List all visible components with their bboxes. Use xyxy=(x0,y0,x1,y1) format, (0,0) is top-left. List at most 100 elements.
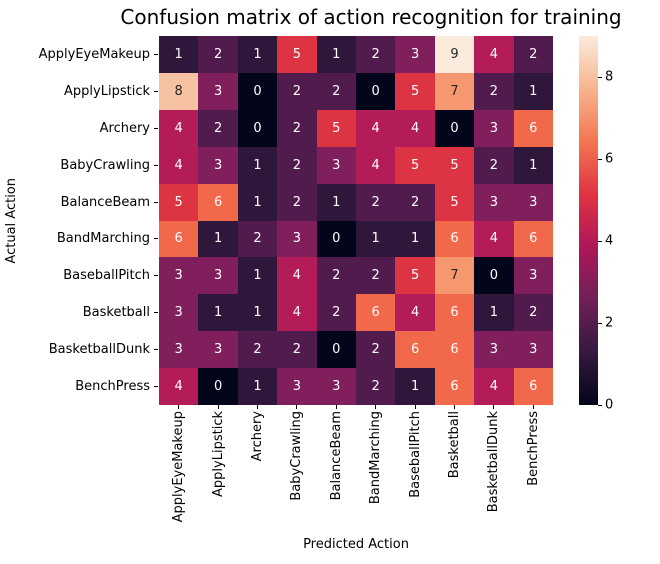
heatmap-cell: 2 xyxy=(237,331,278,369)
heatmap-cell: 2 xyxy=(356,331,396,369)
heatmap-cell: 3 xyxy=(198,331,238,369)
x-tick-label-slot: ApplyLipstick xyxy=(198,411,237,523)
heatmap-cell: 2 xyxy=(316,257,356,295)
heatmap-cell: 2 xyxy=(277,331,317,369)
heatmap-cell: 0 xyxy=(237,109,278,147)
x-tick-mark-line xyxy=(296,405,298,409)
heatmap-cell: 2 xyxy=(237,220,278,258)
heatmap-cell: 5 xyxy=(395,146,435,184)
heatmap-cell: 4 xyxy=(395,294,435,332)
heatmap-cell: 4 xyxy=(395,109,435,147)
heatmap-cell: 2 xyxy=(356,257,396,295)
heatmap-cell: 5 xyxy=(159,183,199,221)
heatmap-cell: 3 xyxy=(513,257,553,295)
heatmap-cell: 1 xyxy=(237,146,278,184)
heatmap-cell: 9 xyxy=(434,36,475,73)
x-tick-label-slot: BenchPress xyxy=(514,411,553,523)
heatmap-cell: 2 xyxy=(474,146,514,184)
heatmap-cell: 2 xyxy=(316,294,356,332)
y-tick-mark-line xyxy=(154,275,158,277)
y-tick-mark-line xyxy=(154,238,158,240)
x-tick-mark xyxy=(159,405,198,409)
y-tick-mark-line xyxy=(154,164,158,166)
colorbar-tick-label: 0 xyxy=(605,397,614,413)
heatmap-cell: 4 xyxy=(277,294,317,332)
colorbar-tick-mark xyxy=(598,240,602,242)
x-tick-mark xyxy=(435,405,474,409)
x-tick-mark-line xyxy=(257,405,259,409)
heatmap-cell: 3 xyxy=(159,331,199,369)
heatmap-cell: 0 xyxy=(198,368,238,405)
y-tick-label: BalanceBeam xyxy=(60,194,150,210)
y-tick-mark xyxy=(154,294,158,331)
heatmap-cell: 4 xyxy=(356,109,396,147)
heatmap-cell: 4 xyxy=(159,368,199,405)
colorbar-tick-label: 6 xyxy=(605,151,614,167)
x-tick-mark xyxy=(317,405,356,409)
y-tick-mark-line xyxy=(154,349,158,351)
x-tick-mark-line xyxy=(375,405,377,409)
heatmap-cell: 5 xyxy=(434,183,475,221)
x-tick-label-slot: Archery xyxy=(238,411,277,523)
x-tick-mark-line xyxy=(454,405,456,409)
y-tick-label: BabyCrawling xyxy=(60,157,150,173)
x-tick-mark-line xyxy=(217,405,219,409)
heatmap-cell: 4 xyxy=(159,109,199,147)
heatmap-cell: 0 xyxy=(474,257,514,295)
heatmap-cell: 1 xyxy=(159,36,199,73)
heatmap-cell: 1 xyxy=(237,183,278,221)
heatmap-cell: 2 xyxy=(198,109,238,147)
x-tick-mark-line xyxy=(532,405,534,409)
y-tick-mark-line xyxy=(154,90,158,92)
y-tick-mark-line xyxy=(154,312,158,314)
heatmap-cell: 1 xyxy=(316,183,356,221)
x-tick-mark-line xyxy=(178,405,180,409)
heatmap-cell: 1 xyxy=(395,368,435,405)
heatmap-cell: 1 xyxy=(237,36,278,73)
heatmap-cell: 2 xyxy=(474,72,514,110)
heatmap-cell: 1 xyxy=(237,294,278,332)
heatmap-cell: 4 xyxy=(277,257,317,295)
x-tick-marks xyxy=(159,405,553,409)
heatmap-cell: 3 xyxy=(513,331,553,369)
heatmap-cell: 8 xyxy=(159,72,199,110)
heatmap-cell: 1 xyxy=(198,220,238,258)
x-tick-mark xyxy=(395,405,434,409)
heatmap-cell: 3 xyxy=(395,36,435,73)
heatmap-cell: 7 xyxy=(434,257,475,295)
colorbar xyxy=(579,36,598,405)
y-tick-mark xyxy=(154,184,158,221)
x-tick-mark xyxy=(198,405,237,409)
heatmap-cell: 2 xyxy=(513,294,553,332)
heatmap-cell: 6 xyxy=(198,183,238,221)
x-tick-label-slot: ApplyEyeMakeup xyxy=(159,411,198,523)
x-tick-label: BandMarching xyxy=(368,411,384,505)
heatmap-cell: 3 xyxy=(277,368,317,405)
colorbar-tick-mark xyxy=(598,404,602,406)
x-tick-mark-line xyxy=(414,405,416,409)
heatmap-cell: 3 xyxy=(198,146,238,184)
x-tick-labels: ApplyEyeMakeup ApplyLipstick Archery BabyCr… xyxy=(159,411,553,523)
heatmap-cell: 3 xyxy=(316,368,356,405)
heatmap-cell: 6 xyxy=(395,331,435,369)
heatmap-cell: 5 xyxy=(395,72,435,110)
y-tick-mark xyxy=(154,110,158,147)
heatmap-cell: 4 xyxy=(356,146,396,184)
colorbar-tick-mark xyxy=(598,158,602,160)
heatmap-cell: 6 xyxy=(434,331,475,369)
x-tick-label: Archery xyxy=(250,411,266,462)
y-tick-mark xyxy=(154,221,158,258)
heatmap-cell: 6 xyxy=(434,368,475,405)
heatmap-cell: 1 xyxy=(395,220,435,258)
y-tick-mark xyxy=(154,331,158,368)
x-tick-label: BenchPress xyxy=(525,411,541,486)
heatmap-cell: 2 xyxy=(277,146,317,184)
heatmap-cell: 3 xyxy=(198,257,238,295)
heatmap-cell: 1 xyxy=(316,36,356,73)
x-tick-mark xyxy=(238,405,277,409)
y-tick-label: ApplyLipstick xyxy=(64,83,150,99)
x-tick-label: BalanceBeam xyxy=(328,411,344,501)
heatmap-cell: 3 xyxy=(474,109,514,147)
x-tick-label: BaseballPitch xyxy=(407,411,423,498)
